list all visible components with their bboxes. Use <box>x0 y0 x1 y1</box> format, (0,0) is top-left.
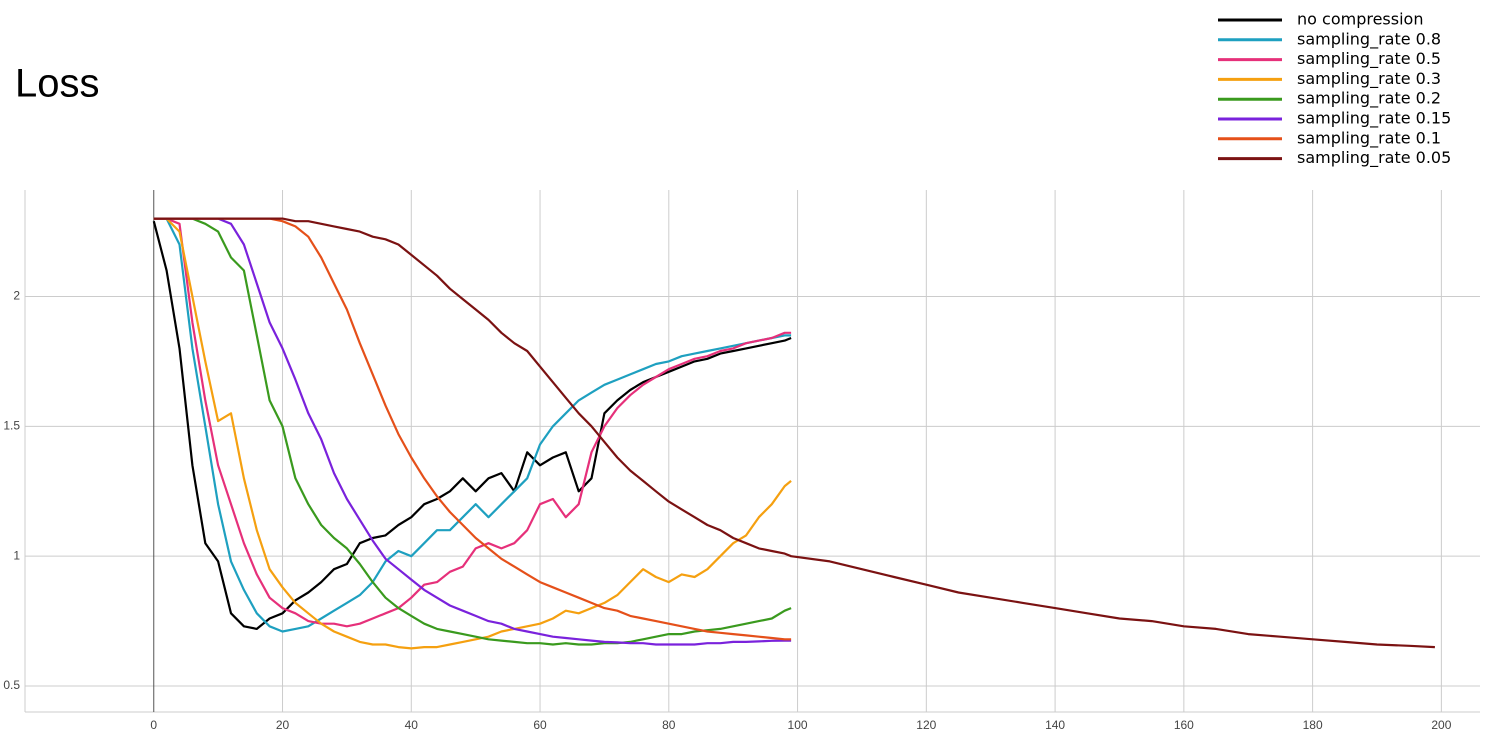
y-tick-label: 2 <box>13 289 20 303</box>
x-tick-label: 200 <box>1431 718 1451 732</box>
x-tick-label: 40 <box>405 718 419 732</box>
legend-label: sampling_rate 0.3 <box>1297 69 1441 89</box>
legend-label: no compression <box>1297 10 1423 29</box>
legend-label: sampling_rate 0.05 <box>1297 148 1451 168</box>
y-tick-label: 1 <box>13 548 20 562</box>
y-tick-label: 1.5 <box>3 419 20 433</box>
series-line <box>153 217 792 646</box>
series-line <box>152 220 792 630</box>
legend-label: sampling_rate 0.1 <box>1297 128 1441 148</box>
series-line <box>153 217 792 650</box>
legend-label: sampling_rate 0.15 <box>1297 109 1451 129</box>
legend-label: sampling_rate 0.5 <box>1297 49 1441 69</box>
x-tick-label: 20 <box>276 718 290 732</box>
chart-title: Loss <box>15 62 100 106</box>
series-line <box>153 217 792 646</box>
legend-label: sampling_rate 0.2 <box>1297 89 1441 109</box>
x-tick-label: 0 <box>150 718 157 732</box>
x-tick-label: 180 <box>1303 718 1323 732</box>
series-line <box>153 217 1435 649</box>
x-tick-label: 60 <box>533 718 547 732</box>
y-tick-label: 0.5 <box>3 678 20 692</box>
series-line <box>153 217 792 628</box>
x-tick-label: 100 <box>788 718 808 732</box>
series-line <box>153 217 792 633</box>
x-tick-label: 80 <box>662 718 676 732</box>
x-tick-label: 120 <box>916 718 936 732</box>
legend-label: sampling_rate 0.8 <box>1297 29 1441 49</box>
x-tick-label: 160 <box>1174 718 1194 732</box>
x-tick-label: 140 <box>1045 718 1065 732</box>
